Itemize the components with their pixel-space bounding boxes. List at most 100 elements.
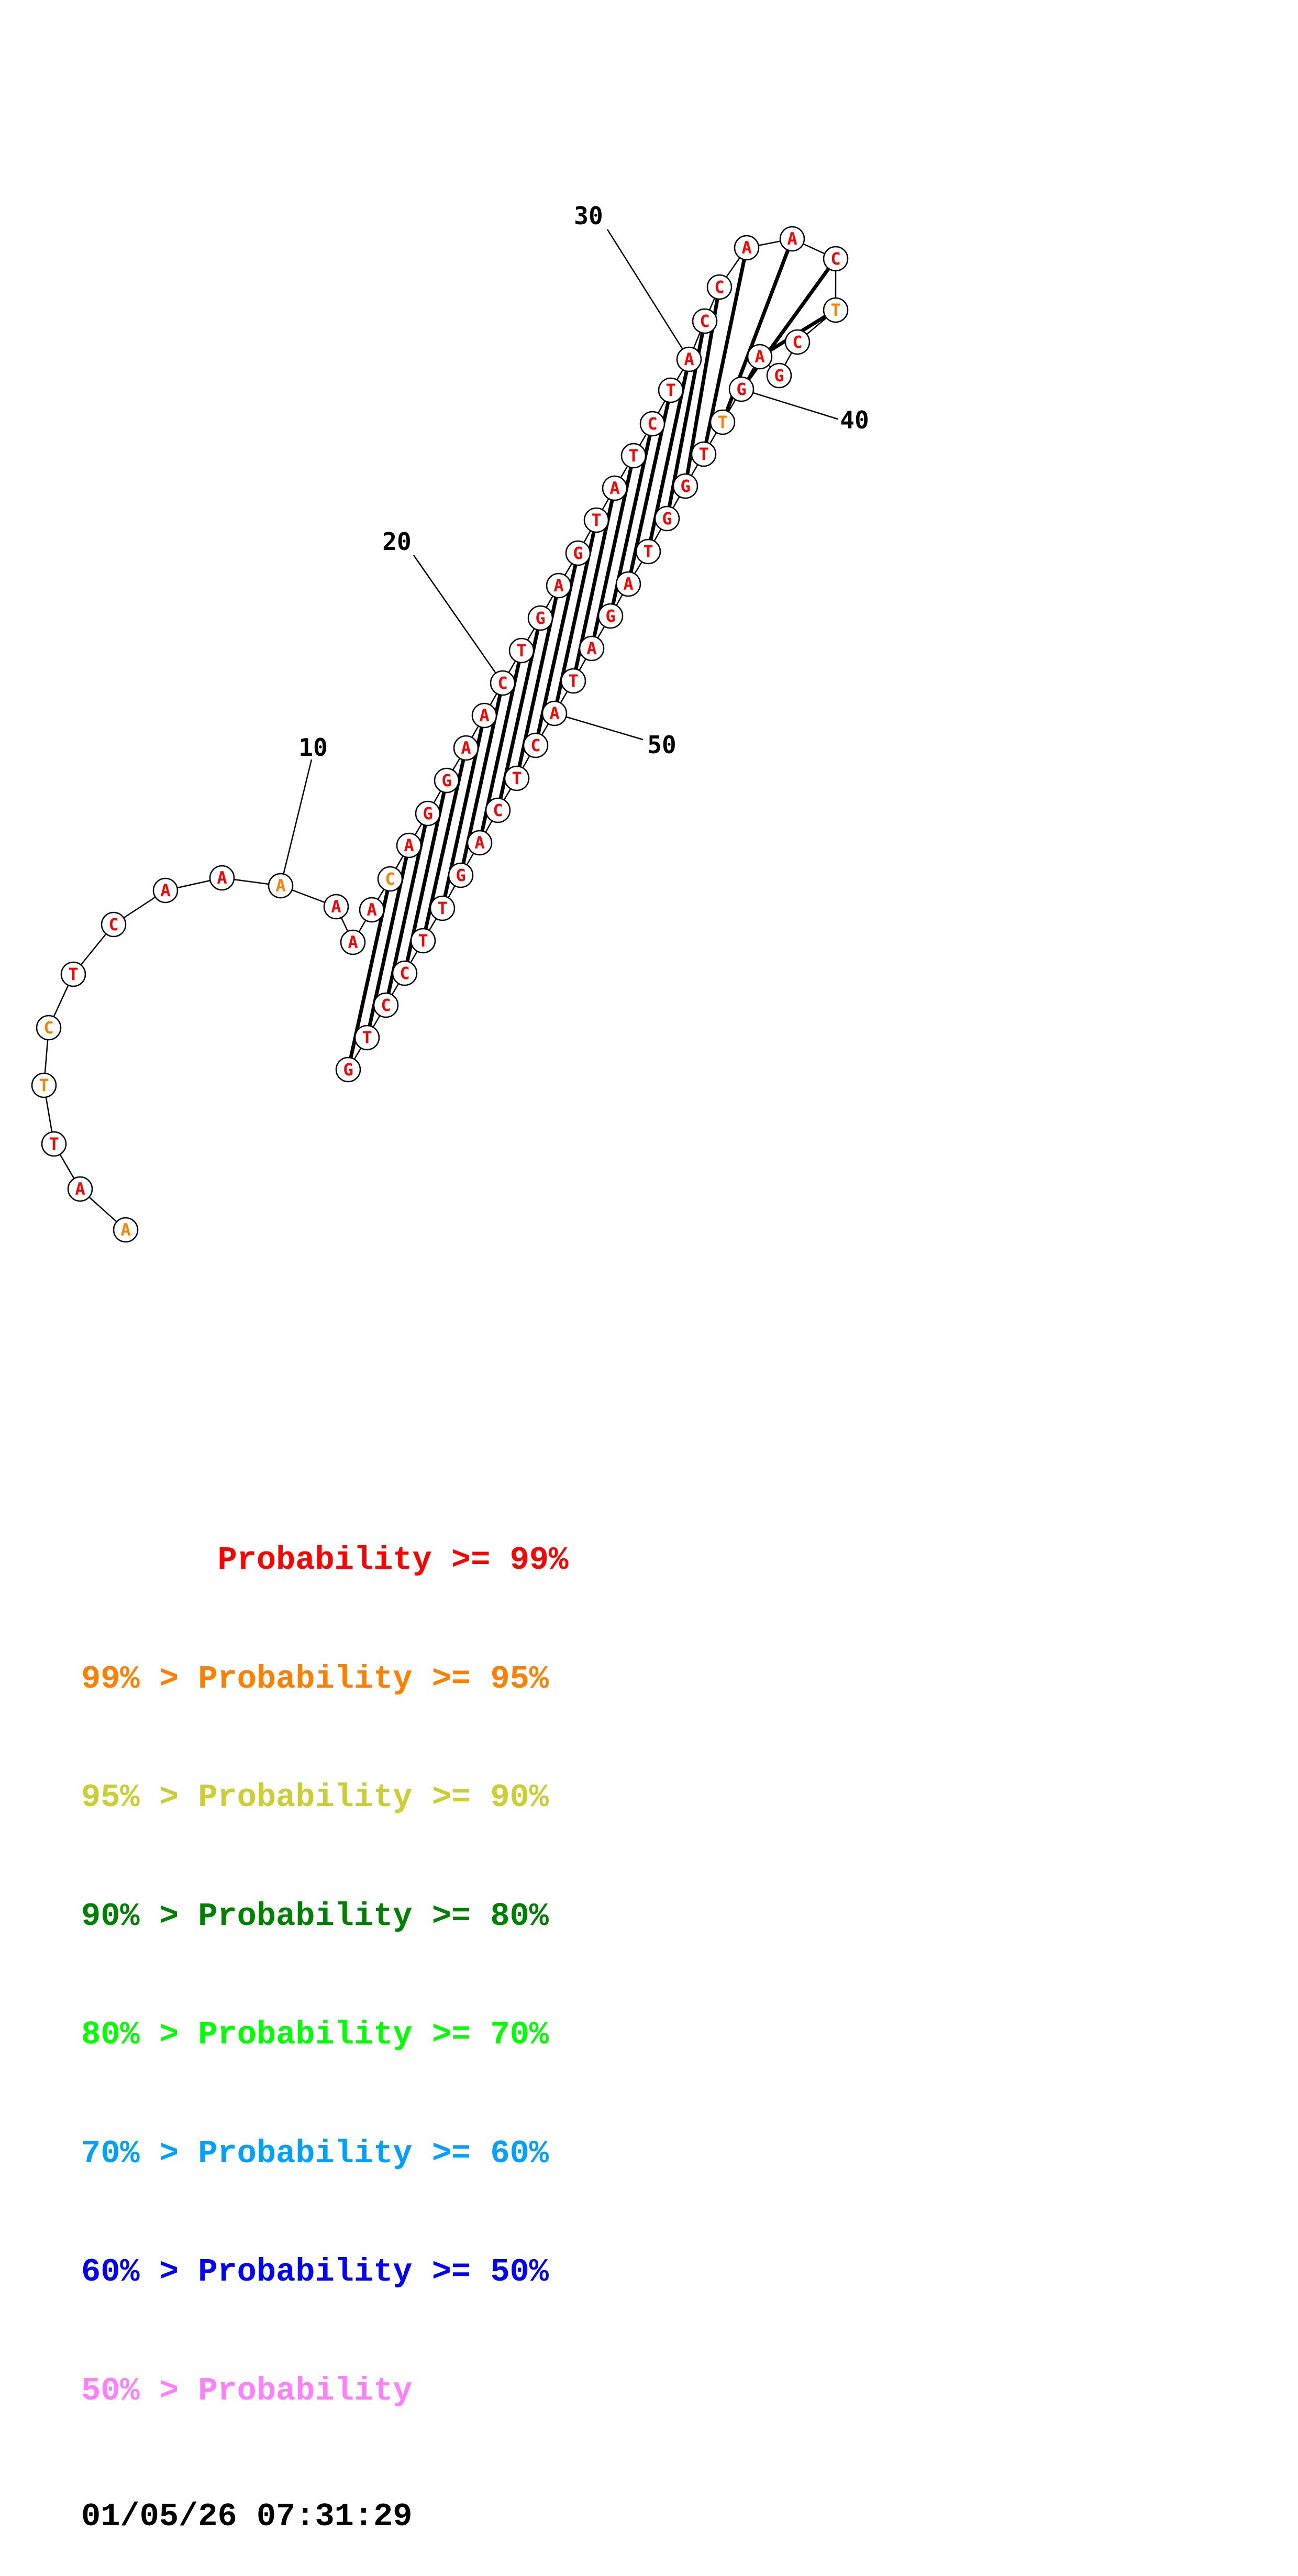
nucleotide-circle: [635, 538, 661, 565]
nucleotide-29: T: [658, 377, 684, 403]
nucleotide-letter: C: [830, 249, 840, 269]
nucleotide-61: G: [335, 1056, 361, 1083]
nucleotide-circle: [392, 960, 418, 986]
nucleotide-letter: C: [700, 311, 709, 331]
nucleotide-letter: G: [573, 543, 583, 563]
nucleotide-circle: [691, 441, 717, 467]
nucleotide-letter: G: [423, 803, 432, 823]
position-label-20: 20: [382, 527, 411, 556]
nucleotide-letter: A: [609, 478, 619, 498]
nucleotide-letter: C: [792, 332, 802, 352]
nucleotide-letter: A: [787, 229, 797, 249]
nucleotide-letter: A: [479, 706, 489, 725]
nucleotide-52: T: [504, 765, 530, 791]
nucleotide-letter: G: [343, 1060, 353, 1080]
legend-row-8: 50% > Probability: [81, 2372, 413, 2409]
nucleotide-6: T: [60, 961, 86, 987]
nucleotide-letter: A: [75, 1179, 85, 1199]
nucleotide-44: G: [654, 505, 680, 532]
nucleotide-11: A: [323, 894, 349, 920]
legend-row-2: 99% > Probability >= 95%: [81, 1660, 549, 1698]
nucleotide-56: T: [429, 895, 456, 921]
nucleotide-57: T: [410, 928, 436, 954]
nucleotide-circle: [453, 735, 479, 761]
legend-row-5: 80% > Probability >= 70%: [81, 2016, 549, 2053]
nucleotide-letter: G: [456, 865, 465, 885]
nucleotide-circle: [467, 830, 493, 856]
nucleotide-circle: [709, 409, 736, 435]
legend-row-3: 95% > Probability >= 90%: [81, 1779, 549, 1816]
nucleotide-48: A: [579, 635, 605, 662]
nucleotide-circle: [747, 344, 773, 370]
nucleotide-3: T: [41, 1131, 67, 1157]
nucleotide-circle: [728, 376, 755, 402]
nucleotide-circle: [340, 929, 366, 955]
nucleotide-circle: [602, 475, 628, 501]
nucleotide-55: G: [448, 862, 474, 888]
legend-row-6: 70% > Probability >= 60%: [81, 2134, 549, 2172]
nucleotide-51: C: [523, 732, 549, 758]
nucleotide-40: G: [728, 376, 755, 402]
nucleotide-letter: A: [623, 574, 633, 594]
nucleotide-33: A: [734, 235, 760, 261]
nucleotide-letter: T: [665, 380, 675, 400]
nucleotide-letter: T: [49, 1134, 59, 1154]
nucleotide-32: C: [706, 274, 733, 300]
nucleotide-circle: [67, 1176, 93, 1202]
nucleotide-58: C: [392, 960, 418, 986]
nucleotide-letter: A: [217, 868, 227, 888]
position-tick-30: [606, 229, 690, 360]
nucleotide-circle: [734, 235, 760, 261]
nucleotide-circle: [268, 873, 294, 899]
nucleotide-2: A: [67, 1176, 93, 1202]
nucleotide-circle: [31, 1072, 57, 1098]
nucleotide-43: G: [672, 473, 698, 499]
position-tick-40: [741, 388, 838, 420]
nucleotide-46: A: [615, 571, 641, 597]
nucleotide-letter: G: [662, 509, 672, 529]
nucleotide-letter: G: [774, 366, 784, 386]
nucleotide-letter: A: [586, 639, 596, 658]
nucleotide-letter: T: [698, 444, 708, 464]
timestamp: 01/05/26 07:31:29: [81, 2498, 413, 2535]
nucleotide-27: T: [620, 443, 647, 469]
nucleotide-14: C: [377, 866, 403, 892]
nucleotide-22: G: [527, 605, 553, 631]
nucleotide-circle: [152, 877, 179, 904]
position-tick-20: [413, 555, 504, 684]
position-ticks: 10 20 30 40 50: [280, 202, 869, 886]
nucleotide-8: A: [152, 877, 179, 904]
nucleotide-circle: [692, 308, 718, 334]
nucleotide-16: G: [415, 800, 441, 827]
nucleotide-letter: A: [755, 347, 764, 367]
nucleotide-34: A: [779, 226, 805, 252]
nucleotide-letter: T: [830, 300, 840, 320]
nucleotide-letter: T: [717, 412, 727, 432]
nucleotide-letter: C: [108, 915, 118, 934]
nucleotide-circle: [546, 573, 572, 599]
nucleotide-circle: [639, 411, 665, 437]
nucleotide-circle: [504, 765, 530, 791]
position-label-30: 30: [574, 202, 603, 230]
nucleotide-circle: [323, 894, 349, 920]
nucleotide-25: T: [583, 507, 609, 533]
nucleotide-circle: [541, 700, 568, 726]
nucleotide-47: G: [597, 603, 624, 629]
legend-row-7: 60% > Probability >= 50%: [81, 2253, 549, 2291]
nucleotide-circle: [471, 702, 497, 729]
nucleotide-circle: [335, 1056, 361, 1083]
nucleotide-circle: [101, 911, 127, 938]
nucleotide-circle: [415, 800, 441, 827]
nucleotide-circle: [354, 1025, 380, 1051]
nucleotide-circle: [823, 246, 849, 272]
nucleotide-circle: [434, 767, 460, 794]
nucleotide-circle: [654, 505, 680, 532]
nucleotide-circle: [448, 862, 474, 888]
nucleotide-letter: A: [474, 833, 484, 853]
nucleotide-circle: [784, 329, 811, 355]
nucleotide-letter: T: [68, 964, 78, 984]
position-label-50: 50: [647, 731, 676, 759]
nucleotide-letter: A: [367, 900, 376, 920]
